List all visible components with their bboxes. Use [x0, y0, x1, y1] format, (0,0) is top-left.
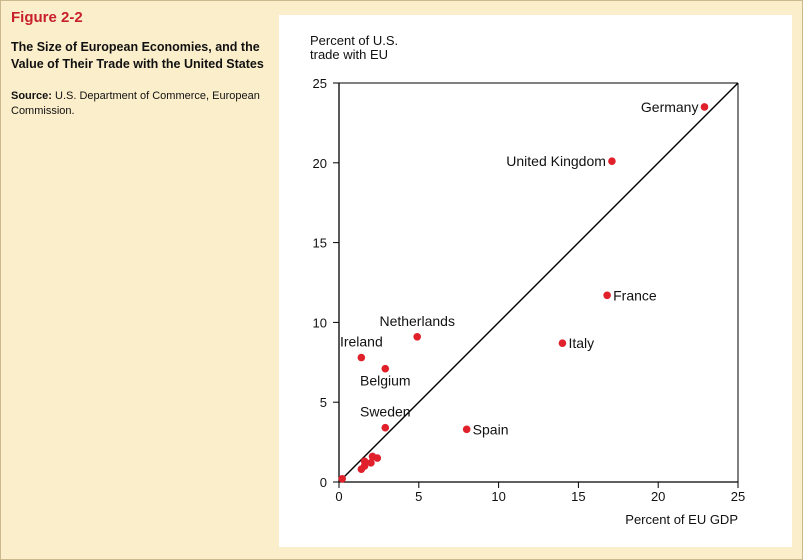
- y-axis-title: Percent of U.S. trade with EU: [310, 33, 398, 62]
- data-point-label: Netherlands: [379, 313, 455, 329]
- y-tick-label: 10: [313, 315, 327, 330]
- data-point: [608, 157, 616, 166]
- data-point: [373, 454, 382, 462]
- y-tick-label: 20: [313, 156, 327, 171]
- figure-title: The Size of European Economies, and the …: [11, 40, 264, 71]
- x-axis-title: Percent of EU GDP: [625, 512, 738, 527]
- data-point-label: Belgium: [360, 373, 411, 389]
- data-point-label: United Kingdom: [506, 153, 606, 169]
- data-point-label: Ireland: [340, 334, 383, 350]
- data-point-label: France: [613, 287, 657, 303]
- figure-caption: Figure 2-2 The Size of European Economie…: [11, 9, 266, 119]
- chart-panel: 0 5 10 15 20 25 0 5 10 15 20 25 Percent of EU GDP Per…: [279, 15, 792, 547]
- source-text: U.S. Department of Commerce, European Co…: [11, 90, 260, 117]
- data-point: [338, 475, 346, 483]
- data-point-label: Germany: [641, 99, 699, 115]
- data-point: [360, 457, 369, 466]
- data-point: [700, 103, 709, 111]
- data-point: [558, 339, 567, 347]
- x-tick-label: 20: [651, 489, 665, 504]
- x-tick-label: 25: [731, 489, 745, 504]
- x-tick-label: 15: [571, 489, 585, 504]
- data-point: [367, 459, 375, 467]
- data-point-label: Italy: [568, 335, 594, 351]
- data-point-label: Spain: [473, 421, 509, 437]
- y-tick-label: 15: [313, 236, 327, 251]
- y-tick-label: 0: [320, 475, 327, 490]
- source-label: Source:: [11, 90, 52, 102]
- data-point: [357, 353, 366, 362]
- y-tick-label: 25: [313, 76, 327, 91]
- reference-line: [338, 82, 739, 483]
- figure-label: Figure 2-2: [11, 9, 83, 26]
- data-point-label: Sweden: [360, 404, 411, 420]
- data-point: [413, 332, 422, 341]
- data-point: [462, 425, 471, 434]
- data-point: [381, 423, 390, 432]
- figure-source: Source: U.S. Department of Commerce, Eur…: [11, 89, 266, 119]
- data-point: [603, 291, 611, 300]
- scatter-chart: 0 5 10 15 20 25 0 5 10 15 20 25 Percent of EU GDP Per…: [310, 33, 745, 527]
- x-tick-label: 10: [491, 489, 505, 504]
- data-point: [381, 364, 390, 373]
- x-tick-label: 5: [415, 489, 422, 504]
- x-tick-label: 0: [335, 489, 342, 504]
- y-tick-label: 5: [320, 395, 327, 410]
